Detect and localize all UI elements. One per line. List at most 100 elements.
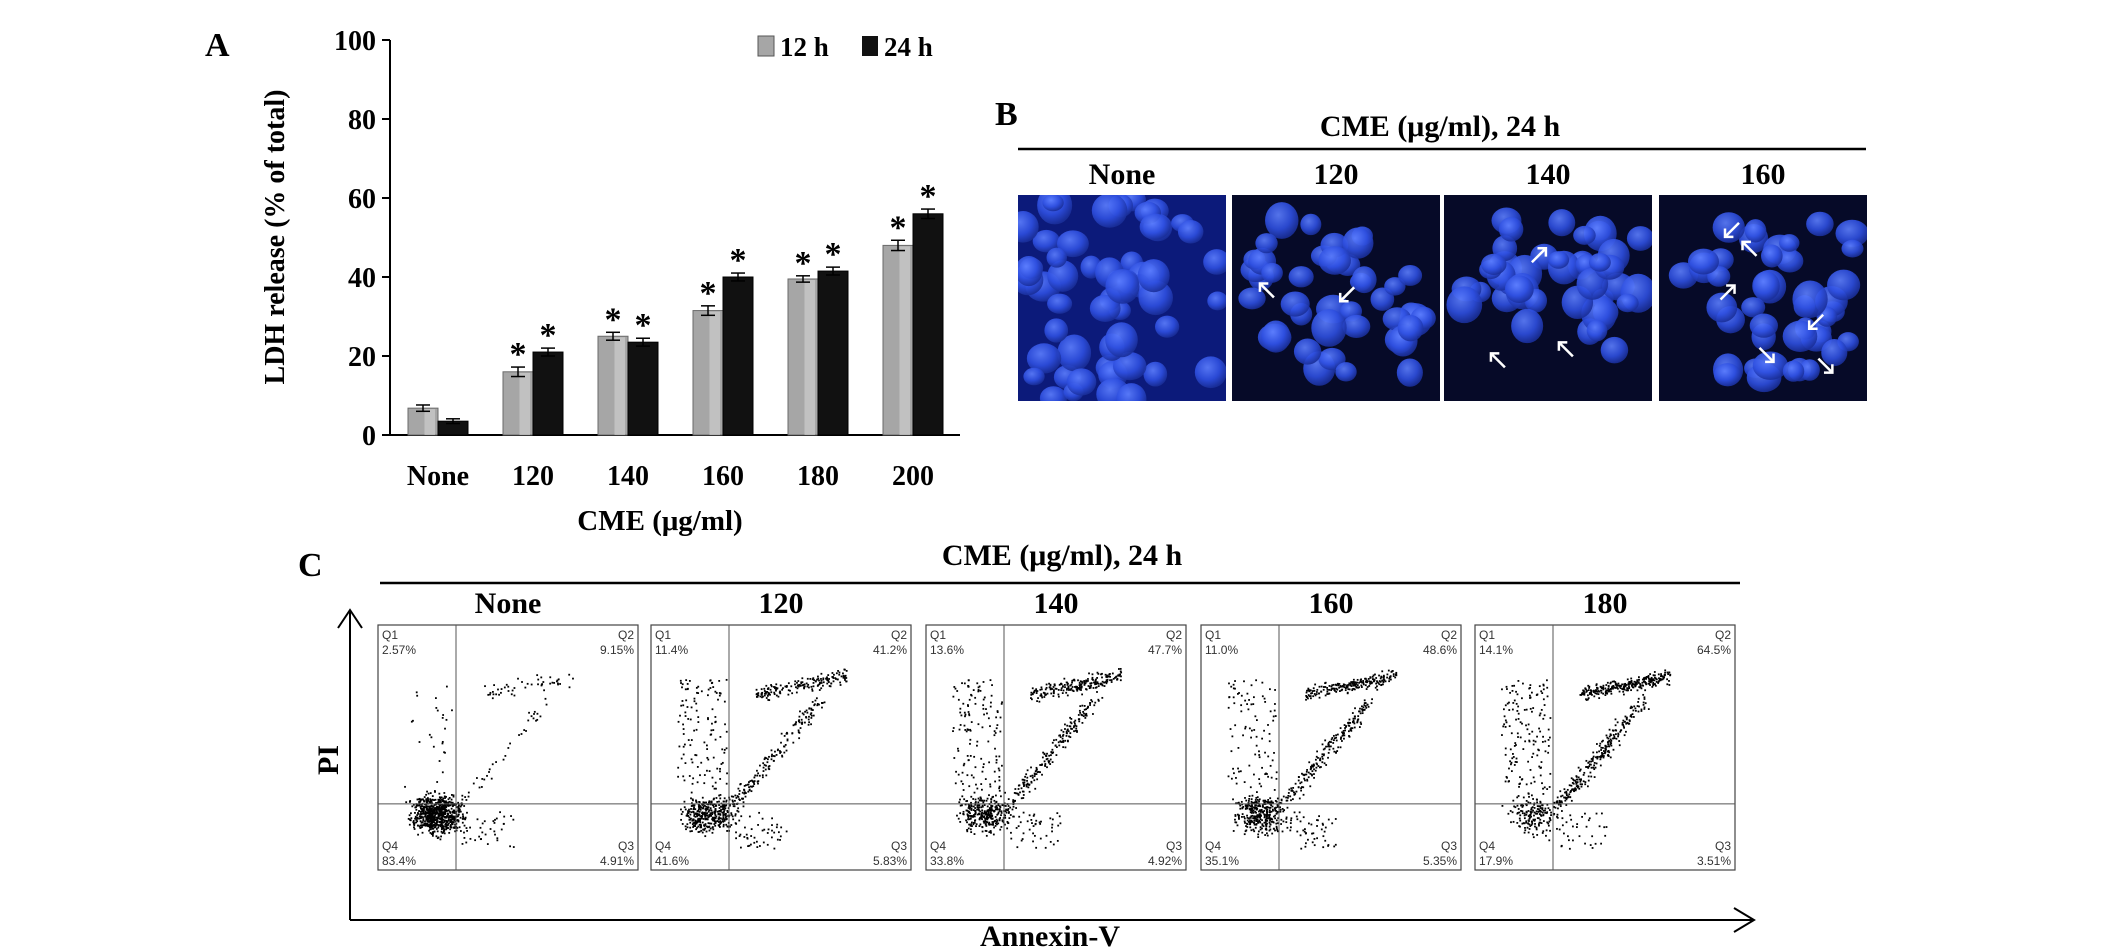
event-dot [996, 819, 999, 822]
event-dot [1501, 734, 1503, 736]
event-dot [443, 821, 446, 823]
event-dot [1540, 815, 1543, 817]
event-dot [1516, 804, 1519, 807]
event-dot [427, 814, 430, 817]
event-dot [1606, 754, 1609, 757]
event-dot [694, 808, 697, 811]
event-dot [690, 817, 692, 820]
event-dot [703, 825, 706, 827]
event-dot [1276, 804, 1279, 806]
bar-highlight [899, 246, 910, 435]
event-dot [496, 839, 499, 842]
event-dot [984, 778, 987, 780]
event-dot [1544, 807, 1547, 810]
event-dot [1248, 817, 1250, 820]
event-dot [977, 723, 980, 726]
event-dot [1338, 683, 1341, 685]
event-dot [734, 794, 737, 797]
event-dot [1513, 745, 1516, 747]
event-dot [988, 821, 991, 824]
event-dot [722, 816, 725, 818]
event-dot [447, 813, 449, 816]
event-dot [773, 847, 776, 850]
event-dot [443, 819, 446, 822]
event-dot [748, 844, 751, 847]
event-dot [1088, 687, 1091, 690]
event-dot [1586, 690, 1588, 692]
event-dot [677, 766, 680, 769]
event-dot [706, 769, 708, 772]
event-dot [741, 798, 744, 800]
event-dot [536, 712, 539, 715]
event-dot [1541, 807, 1544, 810]
event-dot [1633, 683, 1635, 686]
event-dot [1346, 691, 1349, 694]
event-dot [703, 801, 706, 804]
event-dot [1579, 783, 1582, 786]
event-dot [450, 798, 453, 801]
event-dot [979, 817, 981, 820]
event-dot [1057, 693, 1060, 696]
event-dot [1571, 788, 1573, 791]
event-dot [1528, 795, 1530, 798]
event-dot [1523, 817, 1526, 820]
event-dot [972, 689, 975, 691]
event-dot [543, 689, 545, 692]
event-dot [1246, 805, 1249, 808]
cell-nucleus [1018, 255, 1043, 287]
event-dot [957, 747, 959, 750]
significance-star: * [825, 236, 842, 273]
event-dot [1288, 788, 1291, 791]
event-dot [762, 695, 764, 698]
event-dot [812, 682, 815, 684]
event-dot [706, 812, 709, 815]
event-dot [1535, 810, 1538, 813]
event-dot [1528, 820, 1530, 822]
event-dot [1541, 808, 1544, 811]
event-dot [1514, 761, 1517, 763]
quadrant-name: Q2 [1715, 628, 1731, 642]
event-dot [500, 828, 503, 831]
event-dot [426, 814, 429, 817]
event-dot [1528, 828, 1531, 830]
event-dot [1267, 799, 1270, 801]
event-dot [1587, 684, 1590, 687]
event-dot [1599, 758, 1602, 761]
event-dot [1076, 689, 1079, 692]
cell-nucleus [1044, 318, 1069, 343]
event-dot [970, 795, 973, 798]
event-dot [1229, 728, 1232, 730]
event-dot [683, 806, 686, 809]
event-dot [1285, 816, 1288, 819]
event-dot [1520, 809, 1522, 812]
event-dot [1628, 681, 1631, 683]
event-dot [1282, 810, 1285, 813]
event-dot [1610, 734, 1612, 737]
event-dot [1365, 706, 1368, 709]
event-dot [992, 833, 995, 836]
event-dot [1263, 814, 1266, 816]
event-dot [1541, 804, 1544, 807]
event-dot [414, 811, 416, 814]
event-dot [698, 810, 701, 813]
event-dot [1086, 707, 1089, 710]
event-dot [722, 817, 725, 820]
event-dot [812, 685, 815, 688]
event-dot [1521, 803, 1523, 806]
event-dot [1655, 680, 1658, 683]
event-dot [491, 697, 494, 700]
event-dot [1266, 814, 1269, 816]
event-dot [795, 691, 798, 694]
event-dot [1533, 807, 1536, 809]
event-dot [686, 683, 689, 685]
event-dot [969, 817, 972, 820]
event-dot [995, 801, 998, 804]
event-dot [696, 781, 699, 784]
event-dot [1265, 806, 1268, 809]
event-dot [1353, 726, 1356, 729]
event-dot [1251, 810, 1254, 813]
event-dot [957, 750, 960, 752]
event-dot [1246, 816, 1249, 819]
event-dot [1076, 688, 1079, 691]
event-dot [1602, 692, 1605, 695]
